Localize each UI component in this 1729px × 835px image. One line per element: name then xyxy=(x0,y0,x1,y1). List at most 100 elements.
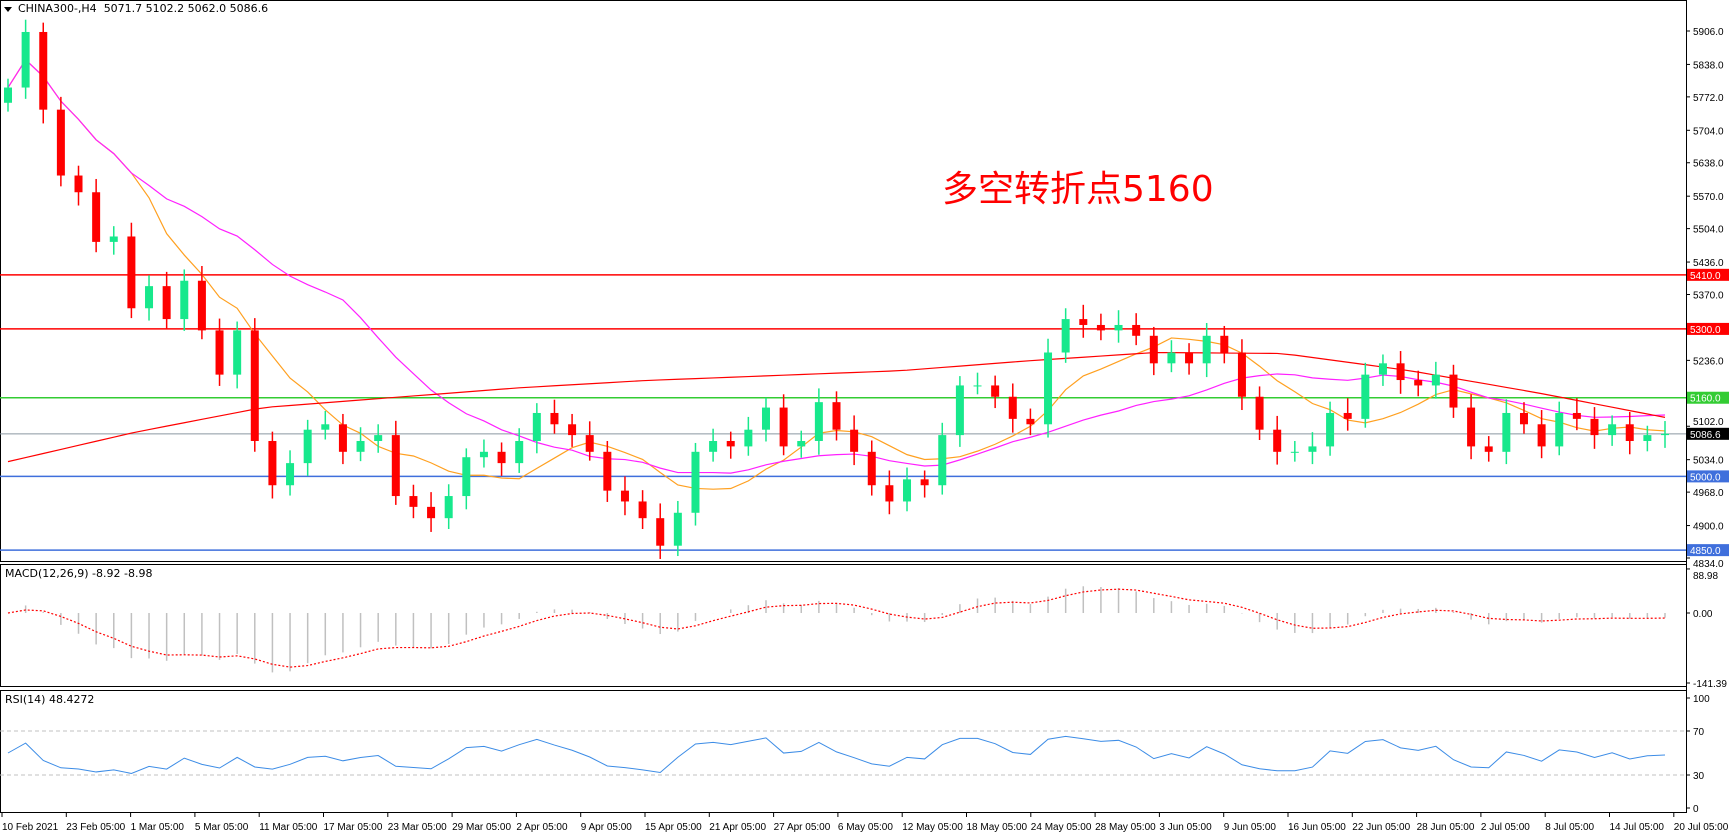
bull-candle xyxy=(109,236,118,242)
bear-candle xyxy=(1625,424,1634,441)
level-price-label: 5000.0 xyxy=(1690,472,1721,483)
bear-candle xyxy=(162,286,171,320)
price-tick-label: 5436.0 xyxy=(1693,258,1724,269)
level-price-label: 5160.0 xyxy=(1690,394,1721,405)
bear-candle xyxy=(656,518,665,546)
macd-signal-line xyxy=(7,588,1666,668)
chart-header: CHINA300-,H4 5071.7 5102.2 5062.0 5086.6 xyxy=(4,2,268,15)
bull-candle xyxy=(1167,352,1176,364)
bear-candle xyxy=(1220,335,1229,353)
bull-candle xyxy=(1290,451,1299,453)
price-tick-label: 4968.0 xyxy=(1693,488,1724,499)
bull-candle xyxy=(761,407,770,430)
time-tick-label: 9 Jun 05:00 xyxy=(1224,822,1277,833)
bear-candle xyxy=(1537,424,1546,447)
rsi-tick-label: 100 xyxy=(1693,694,1710,705)
bull-candle xyxy=(1608,424,1617,436)
bear-candle xyxy=(1484,446,1493,452)
level-price-label: 4850.0 xyxy=(1690,546,1721,557)
bull-candle xyxy=(1044,352,1053,425)
macd-tick-label: 88.98 xyxy=(1693,571,1718,582)
time-tick-label: 29 Mar 05:00 xyxy=(452,822,511,833)
bear-candle xyxy=(497,451,506,464)
macd-panel-frame xyxy=(0,564,1687,687)
bull-candle xyxy=(814,402,823,441)
time-tick-label: 14 Jul 05:00 xyxy=(1610,822,1665,833)
bear-candle xyxy=(1237,352,1246,397)
bear-candle xyxy=(1343,412,1352,419)
bear-candle xyxy=(832,402,841,430)
level-price-label: 5410.0 xyxy=(1690,271,1721,282)
price-tick-label: 5772.0 xyxy=(1693,93,1724,104)
bear-candle xyxy=(427,506,436,519)
time-tick-label: 8 Jul 05:00 xyxy=(1545,822,1594,833)
macd-tick-label: -141.39 xyxy=(1693,679,1727,690)
time-tick-label: 22 Jun 05:00 xyxy=(1352,822,1410,833)
bull-candle xyxy=(938,435,947,486)
bear-candle xyxy=(1449,374,1458,408)
bull-candle xyxy=(691,451,700,513)
level-price-label: 5300.0 xyxy=(1690,325,1721,336)
bull-candle xyxy=(303,429,312,464)
bull-candle xyxy=(797,440,806,447)
time-tick-label: 17 Mar 05:00 xyxy=(324,822,383,833)
price-tick-label: 5504.0 xyxy=(1693,225,1724,236)
bear-candle xyxy=(409,496,418,507)
time-tick-label: 12 May 05:00 xyxy=(902,822,963,833)
bull-candle xyxy=(1202,335,1211,364)
turning-point-annotation: 多空转折点5160 xyxy=(942,169,1214,210)
bear-candle xyxy=(1096,324,1105,331)
time-tick-label: 21 Apr 05:00 xyxy=(709,822,766,833)
bear-candle xyxy=(268,440,277,486)
bear-candle xyxy=(1079,319,1088,325)
bull-candle xyxy=(903,479,912,502)
macd-label: MACD(12,26,9) -8.92 -8.98 xyxy=(5,567,153,580)
dropdown-triangle-icon[interactable] xyxy=(4,6,12,12)
bear-candle xyxy=(1519,412,1528,425)
bear-candle xyxy=(850,429,859,452)
bull-candle xyxy=(21,31,30,88)
price-tick-label: 5704.0 xyxy=(1693,126,1724,137)
bull-candle xyxy=(321,424,330,430)
bull-candle xyxy=(1555,412,1564,447)
bear-candle xyxy=(1467,407,1476,447)
ma-mid-line xyxy=(7,58,1666,474)
price-tick-label: 5838.0 xyxy=(1693,60,1724,71)
time-tick-label: 3 Jun 05:00 xyxy=(1159,822,1212,833)
time-tick-label: 6 May 05:00 xyxy=(838,822,893,833)
bear-candle xyxy=(885,485,894,502)
time-tick-label: 27 Apr 05:00 xyxy=(774,822,831,833)
bull-candle xyxy=(356,440,365,452)
bull-candle xyxy=(744,429,753,447)
bull-candle xyxy=(4,87,12,103)
time-tick-label: 11 Mar 05:00 xyxy=(259,822,318,833)
time-tick-label: 9 Apr 05:00 xyxy=(581,822,633,833)
bear-candle xyxy=(1026,418,1035,425)
bull-candle xyxy=(1502,412,1511,452)
bear-candle xyxy=(991,385,1000,397)
bear-candle xyxy=(197,280,206,331)
time-tick-label: 2 Apr 05:00 xyxy=(516,822,568,833)
rsi-panel-frame xyxy=(0,690,1687,813)
bull-candle xyxy=(709,440,718,452)
time-tick-label: 1 Mar 05:00 xyxy=(131,822,185,833)
bear-candle xyxy=(56,109,65,176)
level-price-badge xyxy=(1687,544,1729,557)
rsi-tick-label: 70 xyxy=(1693,727,1705,738)
bear-candle xyxy=(250,330,259,441)
main-panel-frame xyxy=(0,0,1687,562)
bull-candle xyxy=(479,451,488,458)
bear-candle xyxy=(338,424,347,452)
level-price-label: 5086.6 xyxy=(1690,430,1721,441)
ohlc-values: 5071.7 5102.2 5062.0 5086.6 xyxy=(103,2,269,15)
level-price-badge xyxy=(1687,470,1729,483)
bull-candle xyxy=(973,385,982,387)
bear-candle xyxy=(1396,363,1405,381)
time-tick-label: 5 Mar 05:00 xyxy=(195,822,249,833)
bear-candle xyxy=(726,440,735,447)
time-tick-label: 23 Mar 05:00 xyxy=(388,822,447,833)
level-price-badge xyxy=(1687,322,1729,335)
symbol-label: CHINA300-,H4 xyxy=(18,2,97,15)
bear-candle xyxy=(620,490,629,502)
